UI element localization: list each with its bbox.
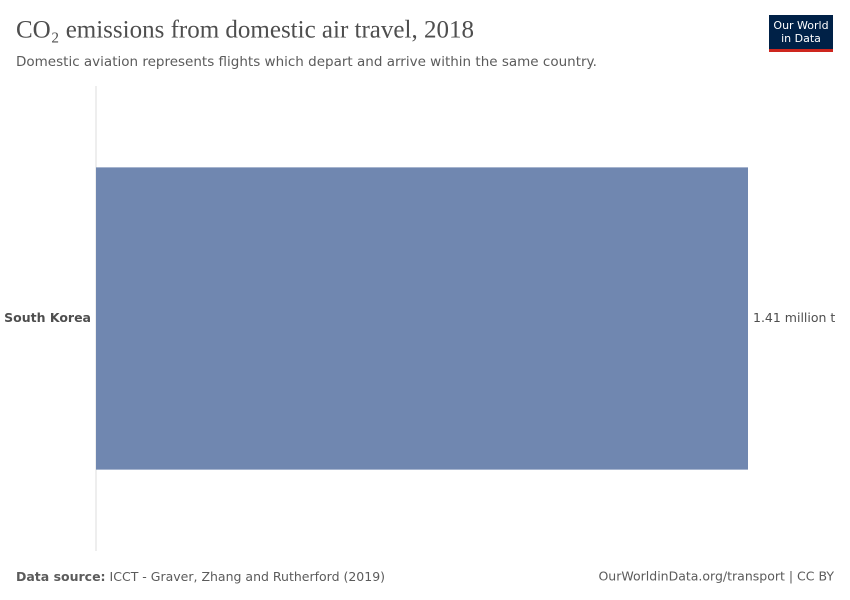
value-label: 1.41 million t xyxy=(753,310,835,325)
bar xyxy=(96,167,748,470)
chart-title: CO₂ emissions from domestic air travel, … xyxy=(16,17,474,44)
source-text: ICCT - Graver, Zhang and Rutherford (201… xyxy=(110,569,386,584)
footer-link[interactable]: OurWorldinData.org/transport | CC BY xyxy=(598,569,834,584)
category-label: South Korea xyxy=(4,310,91,325)
source: Data source: ICCT - Graver, Zhang and Ru… xyxy=(16,569,385,584)
logo[interactable]: Our World in Data xyxy=(769,15,833,52)
logo-text: Our World xyxy=(773,19,828,32)
logo-box xyxy=(769,15,833,49)
logo-strip xyxy=(769,49,833,52)
chart-subtitle: Domestic aviation represents flights whi… xyxy=(16,54,597,70)
source-label: Data source: xyxy=(16,569,106,584)
logo-text: in Data xyxy=(781,32,821,45)
